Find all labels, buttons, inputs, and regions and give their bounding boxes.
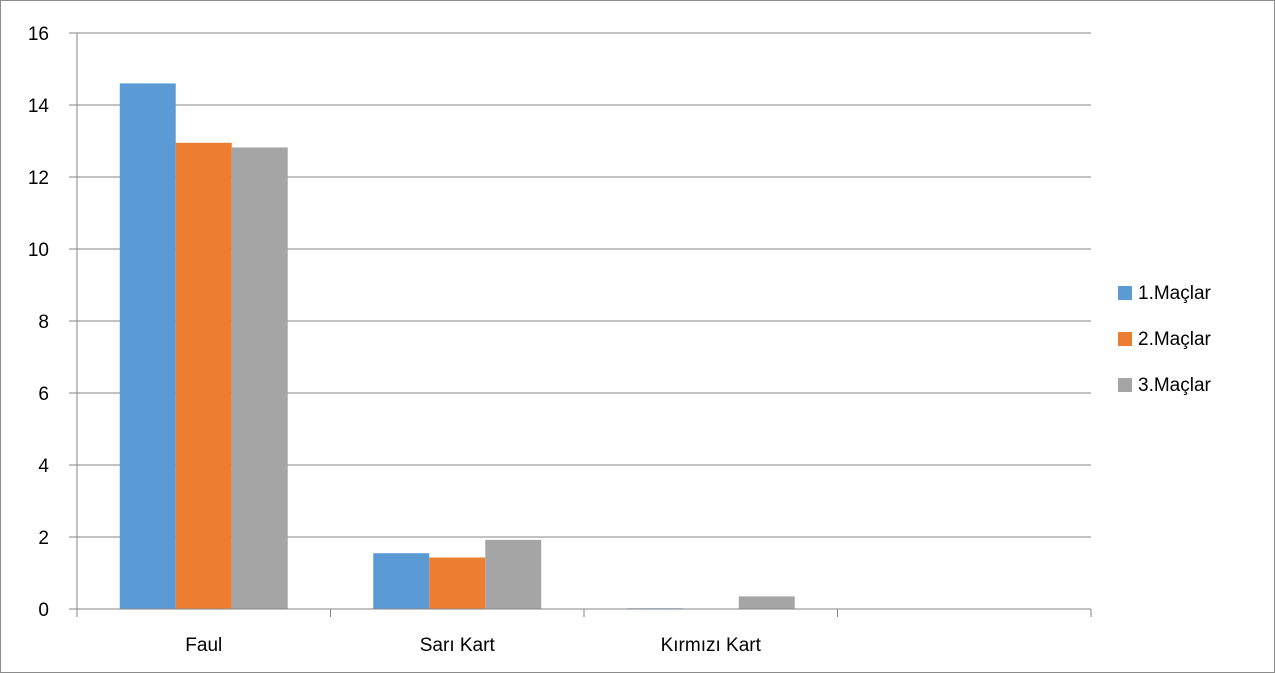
- y-axis-tick-labels: 0 2 4 6 8 10 12 14 16: [28, 24, 50, 621]
- bar: [485, 539, 542, 609]
- legend-swatch: [1118, 286, 1132, 300]
- x-category-label: Faul: [185, 635, 222, 656]
- x-category-label: Kırmızı Kart: [661, 635, 762, 656]
- y-tick-label: 6: [38, 384, 49, 405]
- y-tick-label: 14: [28, 96, 50, 117]
- x-axis-category-labels: Faul Sarı Kart Kırmızı Kart: [185, 635, 761, 656]
- legend-label: 1.Maçlar: [1138, 283, 1212, 304]
- legend-label: 2.Maçlar: [1138, 329, 1212, 350]
- legend-label: 3.Maçlar: [1138, 375, 1212, 396]
- bar: [738, 596, 795, 609]
- bar: [119, 83, 176, 609]
- legend-swatch: [1118, 378, 1132, 392]
- y-tick-label: 10: [28, 240, 49, 261]
- legend-swatch: [1118, 332, 1132, 346]
- y-tick-label: 0: [38, 600, 49, 621]
- bar: [373, 553, 430, 609]
- legend: 1.Maçlar 2.Maçlar 3.Maçlar: [1118, 283, 1212, 396]
- bar: [231, 147, 288, 610]
- bars: [119, 83, 795, 610]
- y-tick-label: 8: [38, 312, 49, 333]
- bar: [175, 142, 232, 610]
- y-tick-label: 4: [38, 456, 49, 477]
- x-axis: [69, 32, 1092, 617]
- x-category-label: Sarı Kart: [420, 635, 496, 656]
- bar: [429, 557, 486, 609]
- y-tick-label: 16: [28, 24, 49, 45]
- y-tick-label: 2: [38, 528, 49, 549]
- y-tick-label: 12: [28, 168, 49, 189]
